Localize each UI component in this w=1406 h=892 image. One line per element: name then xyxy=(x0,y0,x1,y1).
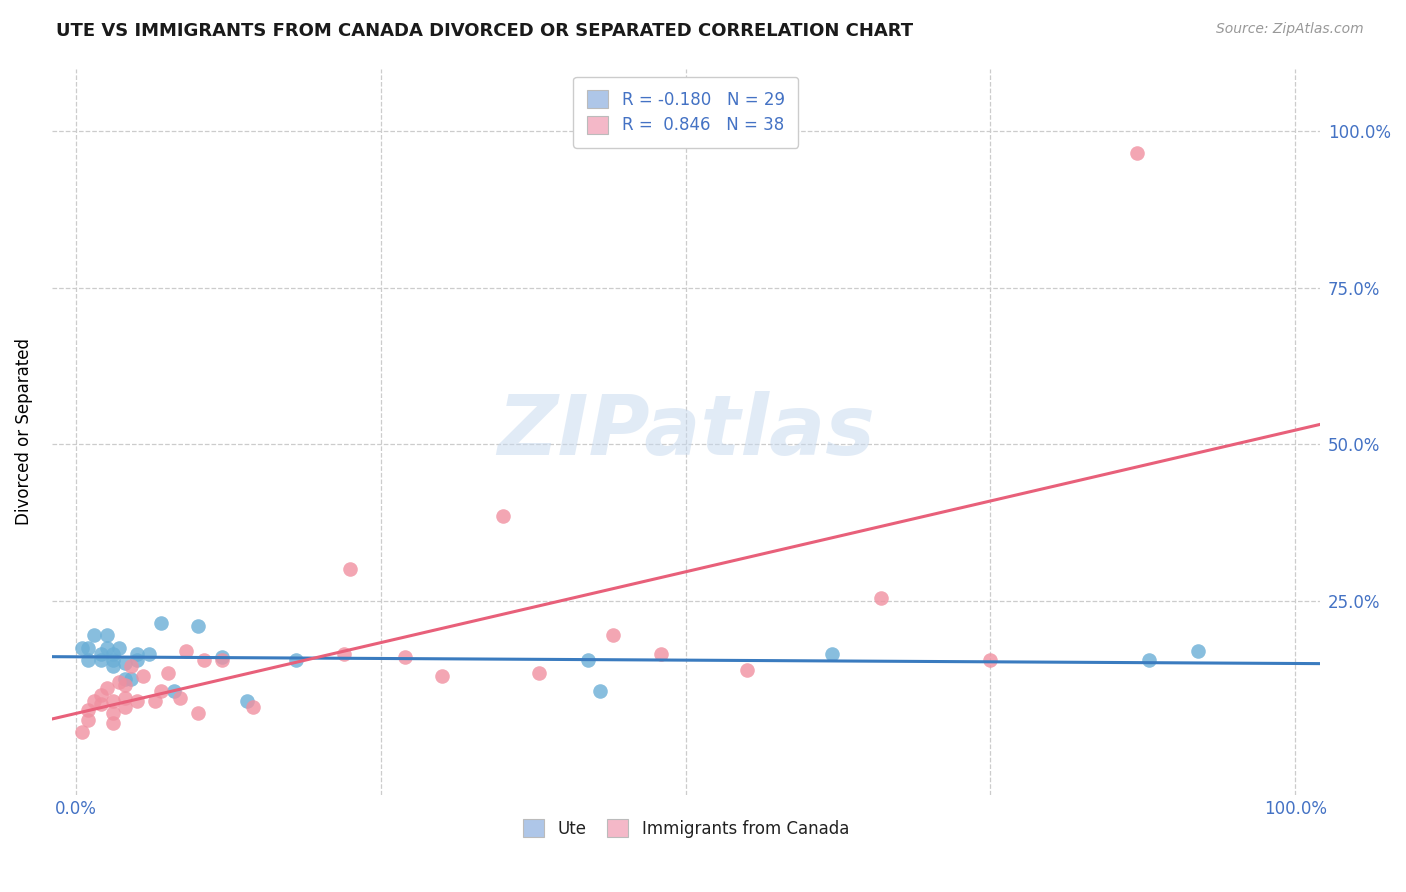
Point xyxy=(1126,146,1149,161)
Point xyxy=(114,690,136,705)
Point xyxy=(145,694,167,708)
Point xyxy=(96,681,118,696)
Point xyxy=(77,640,100,655)
Point xyxy=(576,653,599,667)
Point xyxy=(869,591,891,605)
Point xyxy=(211,653,233,667)
Point xyxy=(333,647,356,661)
Point xyxy=(70,640,93,655)
Text: ZIPatlas: ZIPatlas xyxy=(496,391,875,472)
Point xyxy=(236,694,259,708)
Point xyxy=(156,665,179,680)
Point xyxy=(89,647,111,661)
Point xyxy=(114,700,136,714)
Point xyxy=(589,684,612,698)
Point xyxy=(101,653,124,667)
Point xyxy=(169,690,191,705)
Point xyxy=(132,669,155,683)
Point xyxy=(187,706,209,721)
Point xyxy=(127,694,149,708)
Point xyxy=(77,703,100,717)
Point xyxy=(174,644,197,658)
Point xyxy=(89,653,111,667)
Point xyxy=(107,675,129,690)
Text: Source: ZipAtlas.com: Source: ZipAtlas.com xyxy=(1216,22,1364,37)
Point xyxy=(394,650,416,665)
Point xyxy=(89,688,111,702)
Point xyxy=(77,653,100,667)
Point xyxy=(101,694,124,708)
Point xyxy=(138,647,160,661)
Point xyxy=(101,706,124,721)
Point xyxy=(187,618,209,632)
Point xyxy=(1137,653,1160,667)
Point xyxy=(120,672,142,686)
Point xyxy=(1187,644,1209,658)
Point xyxy=(150,684,173,698)
Point xyxy=(193,653,215,667)
Point xyxy=(83,628,105,642)
Point xyxy=(114,678,136,692)
Point xyxy=(492,509,515,524)
Point xyxy=(284,653,307,667)
Point xyxy=(821,647,844,661)
Point xyxy=(77,713,100,727)
Y-axis label: Divorced or Separated: Divorced or Separated xyxy=(15,338,32,525)
Point xyxy=(107,640,129,655)
Point xyxy=(430,669,453,683)
Point xyxy=(127,647,149,661)
Point xyxy=(101,715,124,730)
Text: UTE VS IMMIGRANTS FROM CANADA DIVORCED OR SEPARATED CORRELATION CHART: UTE VS IMMIGRANTS FROM CANADA DIVORCED O… xyxy=(56,22,914,40)
Point xyxy=(96,628,118,642)
Point xyxy=(211,650,233,665)
Point xyxy=(529,665,551,680)
Point xyxy=(96,640,118,655)
Point xyxy=(979,653,1001,667)
Point xyxy=(150,615,173,630)
Legend: Ute, Immigrants from Canada: Ute, Immigrants from Canada xyxy=(516,813,856,845)
Point xyxy=(735,663,758,677)
Point xyxy=(89,697,111,711)
Point xyxy=(339,562,361,576)
Point xyxy=(242,700,264,714)
Point xyxy=(120,659,142,673)
Point xyxy=(650,647,672,661)
Point xyxy=(114,657,136,671)
Point xyxy=(101,647,124,661)
Point xyxy=(70,725,93,739)
Point xyxy=(127,653,149,667)
Point xyxy=(114,672,136,686)
Point xyxy=(101,659,124,673)
Point xyxy=(163,684,186,698)
Point xyxy=(83,694,105,708)
Point xyxy=(602,628,624,642)
